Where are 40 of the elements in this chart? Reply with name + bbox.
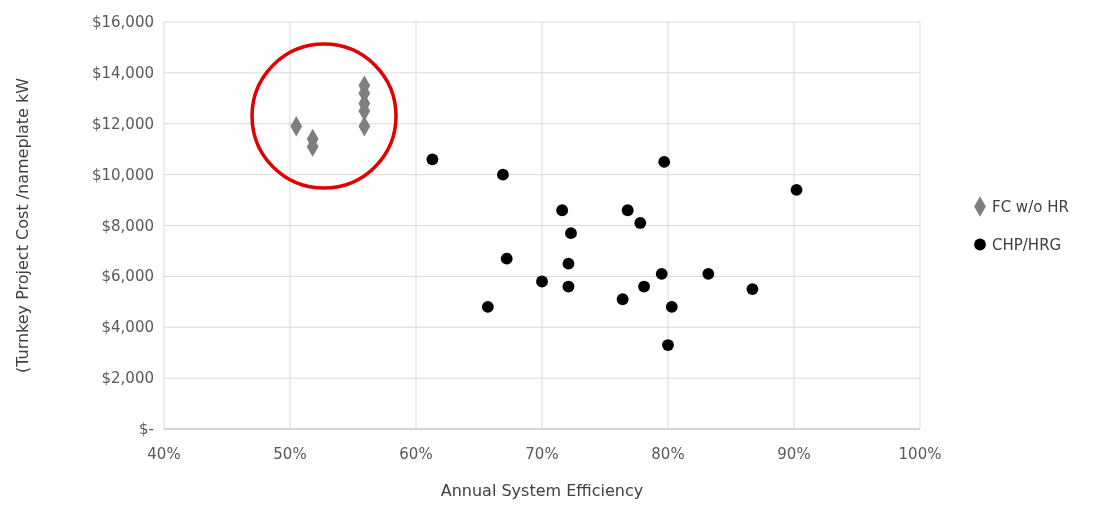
x-tick-label: 80% bbox=[651, 445, 685, 463]
y-tick-label: $2,000 bbox=[101, 369, 154, 388]
point bbox=[662, 339, 674, 351]
x-tick-label: 70% bbox=[525, 445, 559, 463]
point bbox=[497, 168, 509, 181]
x-tick-label: 50% bbox=[273, 445, 307, 463]
point bbox=[658, 156, 671, 168]
point bbox=[746, 283, 759, 295]
point bbox=[702, 267, 715, 280]
point bbox=[556, 204, 569, 217]
point bbox=[616, 293, 629, 306]
point bbox=[481, 300, 494, 313]
point bbox=[562, 280, 575, 293]
y-tick-label: $12,000 bbox=[91, 114, 154, 133]
y-tick-label: $16,000 bbox=[91, 13, 154, 31]
x-tick-label: 90% bbox=[777, 445, 811, 463]
x-tick-label: 60% bbox=[399, 445, 433, 463]
y-tick-label: $4,000 bbox=[101, 318, 154, 337]
point bbox=[536, 275, 548, 288]
point bbox=[634, 217, 647, 229]
point bbox=[790, 183, 803, 196]
point bbox=[621, 204, 634, 217]
y-tick-label: $8,000 bbox=[101, 216, 154, 235]
point bbox=[562, 257, 575, 270]
x-tick-label: 40% bbox=[147, 445, 181, 463]
legend-label: CHP/HRG bbox=[992, 235, 1062, 254]
point bbox=[426, 153, 439, 166]
legend-label: FC w/o HR bbox=[992, 197, 1069, 216]
point bbox=[638, 280, 650, 293]
x-tick-label: 100% bbox=[898, 445, 942, 463]
point bbox=[500, 252, 513, 265]
y-tick-label: $14,000 bbox=[91, 63, 154, 82]
y-tick-label: $10,000 bbox=[91, 165, 154, 184]
point bbox=[655, 267, 668, 280]
x-axis-title: Annual System Efficiency bbox=[440, 481, 644, 500]
point bbox=[665, 300, 678, 313]
y-axis-title: (Turnkey Project Cost /nameplate kW bbox=[13, 77, 32, 374]
y-tick-label: $- bbox=[139, 420, 154, 438]
point bbox=[565, 227, 577, 240]
y-tick-label: $6,000 bbox=[101, 267, 154, 286]
